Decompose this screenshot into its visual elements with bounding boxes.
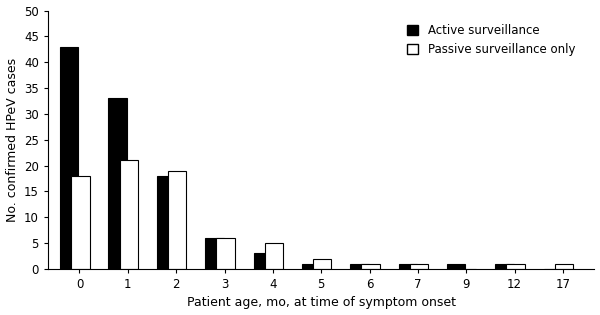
Bar <box>302 264 320 269</box>
Bar <box>447 264 466 269</box>
Bar <box>410 264 428 269</box>
Y-axis label: No. confirmed HPeV cases: No. confirmed HPeV cases <box>5 58 19 222</box>
Legend: Active surveillance, Passive surveillance only: Active surveillance, Passive surveillanc… <box>404 22 578 58</box>
Bar <box>71 176 89 269</box>
X-axis label: Patient age, mo, at time of symptom onset: Patient age, mo, at time of symptom onse… <box>187 296 456 309</box>
Bar <box>496 264 514 269</box>
Bar <box>398 264 417 269</box>
Bar <box>555 264 573 269</box>
Bar <box>157 176 175 269</box>
Bar <box>119 160 138 269</box>
Bar <box>313 259 331 269</box>
Bar <box>254 253 272 269</box>
Bar <box>361 264 380 269</box>
Bar <box>109 98 127 269</box>
Bar <box>60 47 79 269</box>
Bar <box>265 243 283 269</box>
Bar <box>205 238 224 269</box>
Bar <box>168 171 187 269</box>
Bar <box>506 264 525 269</box>
Bar <box>216 238 235 269</box>
Bar <box>350 264 368 269</box>
